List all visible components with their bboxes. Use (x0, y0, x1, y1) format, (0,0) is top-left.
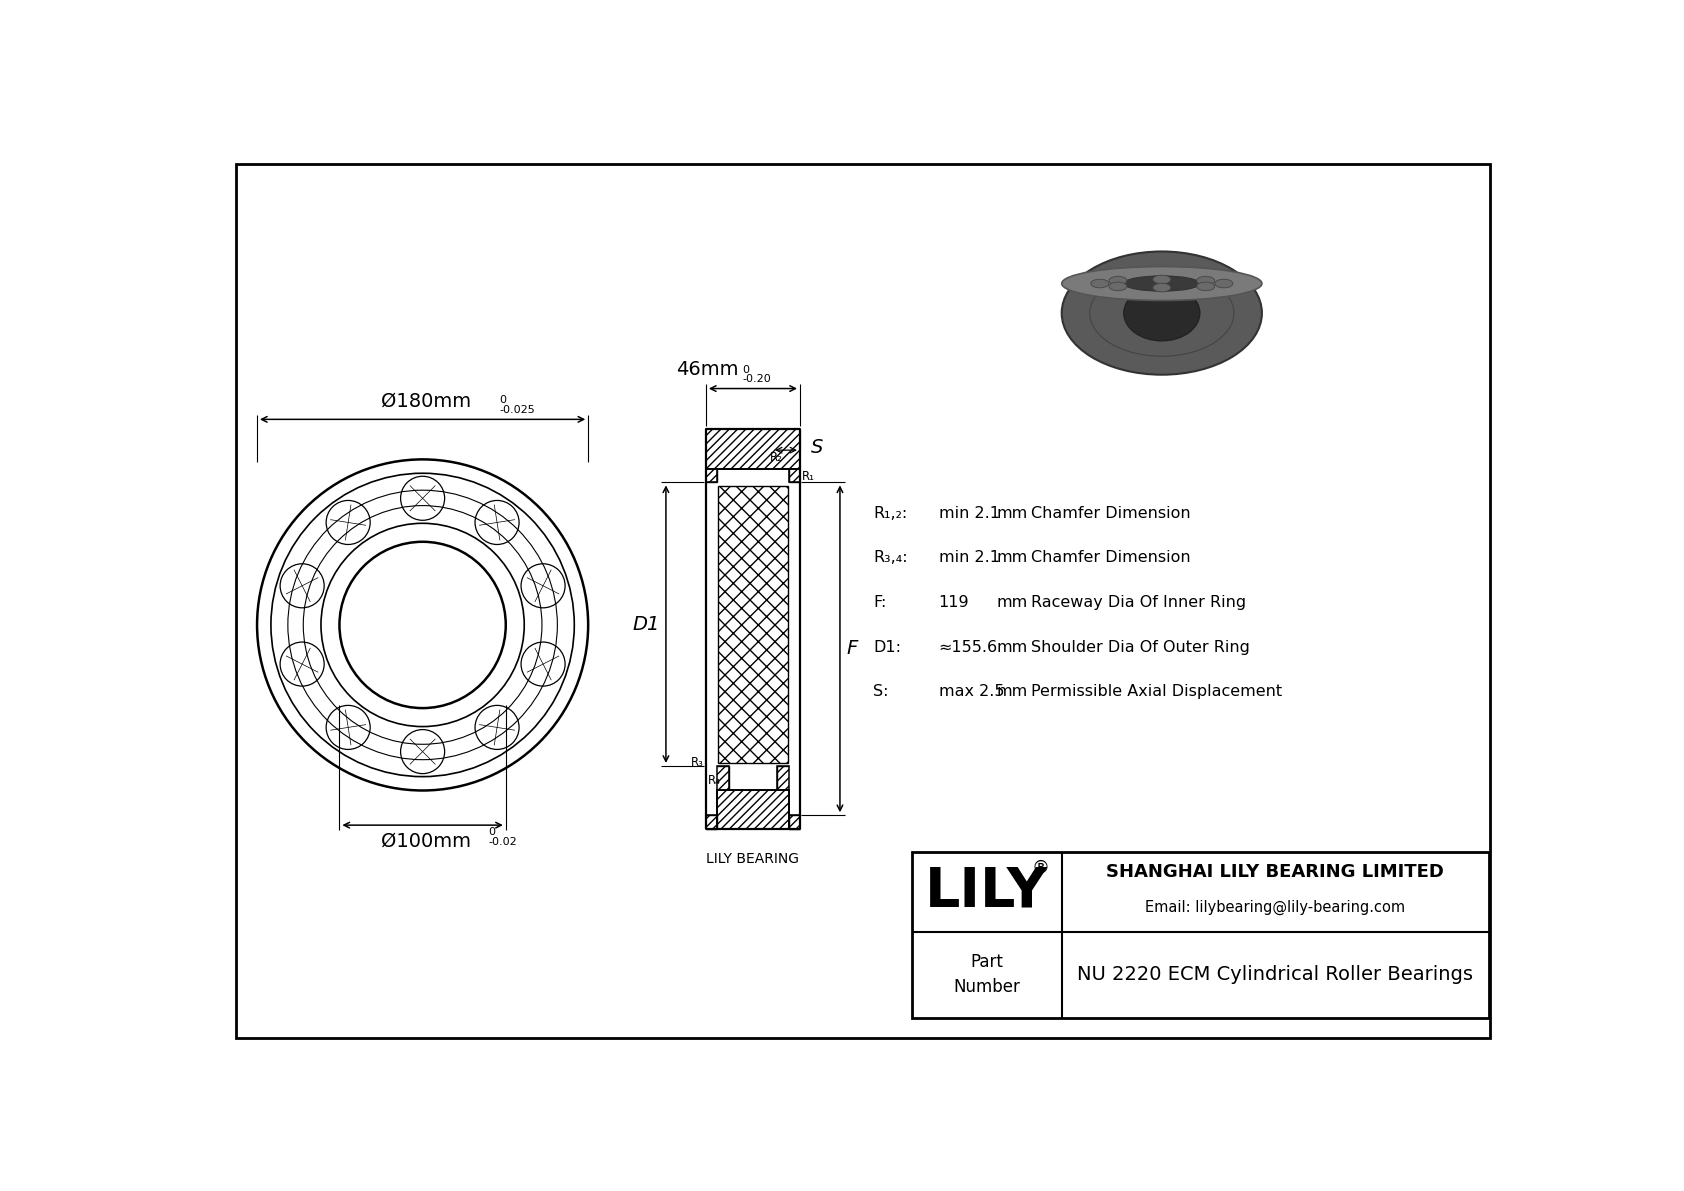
Text: NU 2220 ECM Cylindrical Roller Bearings: NU 2220 ECM Cylindrical Roller Bearings (1078, 965, 1474, 984)
Text: 0: 0 (488, 828, 495, 837)
Text: mm: mm (997, 550, 1027, 566)
Text: R₂: R₂ (770, 451, 783, 464)
Ellipse shape (1197, 282, 1214, 291)
Text: R₁,₂:: R₁,₂: (872, 506, 908, 520)
Ellipse shape (1154, 275, 1170, 283)
Text: R₁: R₁ (802, 470, 815, 484)
Text: min 2.1: min 2.1 (938, 550, 1000, 566)
Ellipse shape (1110, 282, 1127, 291)
Ellipse shape (1123, 276, 1199, 291)
Text: LILY: LILY (925, 865, 1047, 918)
Ellipse shape (1197, 276, 1214, 285)
Text: LILY BEARING: LILY BEARING (707, 852, 800, 866)
Text: -0.02: -0.02 (488, 837, 517, 847)
Text: mm: mm (997, 506, 1027, 520)
Text: F: F (845, 640, 857, 659)
Text: mm: mm (997, 596, 1027, 610)
Text: -0.20: -0.20 (743, 374, 771, 384)
Text: Chamfer Dimension: Chamfer Dimension (1031, 550, 1191, 566)
Text: Ø180mm: Ø180mm (381, 391, 472, 410)
Text: mm: mm (997, 685, 1027, 699)
Bar (706, 429, 800, 468)
Ellipse shape (1090, 270, 1234, 356)
Text: max 2.5: max 2.5 (938, 685, 1004, 699)
Ellipse shape (1061, 267, 1261, 300)
Text: Chamfer Dimension: Chamfer Dimension (1031, 506, 1191, 520)
Text: S: S (810, 437, 823, 456)
Text: SHANGHAI LILY BEARING LIMITED: SHANGHAI LILY BEARING LIMITED (1106, 863, 1445, 881)
Text: Ø100mm: Ø100mm (382, 831, 472, 850)
Text: -0.025: -0.025 (500, 405, 536, 414)
Text: 0: 0 (743, 364, 749, 375)
Text: mm: mm (997, 640, 1027, 655)
Text: D1:: D1: (872, 640, 901, 655)
Text: Shoulder Dia Of Outer Ring: Shoulder Dia Of Outer Ring (1031, 640, 1250, 655)
Text: S:: S: (872, 685, 889, 699)
Text: ®: ® (1031, 859, 1049, 877)
Ellipse shape (1154, 283, 1170, 292)
Text: D1: D1 (633, 615, 660, 634)
Text: Raceway Dia Of Inner Ring: Raceway Dia Of Inner Ring (1031, 596, 1246, 610)
Text: Permissible Axial Displacement: Permissible Axial Displacement (1031, 685, 1282, 699)
Bar (911, 852, 1489, 1017)
Bar (790, 468, 800, 482)
Ellipse shape (1110, 276, 1127, 285)
Text: Part
Number: Part Number (953, 953, 1021, 996)
Text: min 2.1: min 2.1 (938, 506, 1000, 520)
Bar (717, 791, 790, 829)
Text: ≈155.6: ≈155.6 (938, 640, 997, 655)
Text: 119: 119 (938, 596, 968, 610)
Text: Email: lilybearing@lily-bearing.com: Email: lilybearing@lily-bearing.com (1145, 899, 1406, 915)
Bar (706, 815, 717, 829)
Bar (790, 815, 800, 829)
Bar (717, 766, 729, 791)
Bar (719, 486, 788, 762)
Ellipse shape (1214, 279, 1233, 288)
Ellipse shape (1061, 251, 1261, 375)
Text: 0: 0 (500, 395, 507, 405)
Text: R₄: R₄ (707, 773, 721, 786)
Text: 46mm: 46mm (677, 361, 739, 379)
Text: R₃: R₃ (690, 756, 704, 769)
Text: F:: F: (872, 596, 886, 610)
Bar (706, 468, 717, 482)
Ellipse shape (1123, 286, 1199, 341)
Bar (776, 766, 790, 791)
Text: R₃,₄:: R₃,₄: (872, 550, 908, 566)
Ellipse shape (1091, 279, 1108, 288)
